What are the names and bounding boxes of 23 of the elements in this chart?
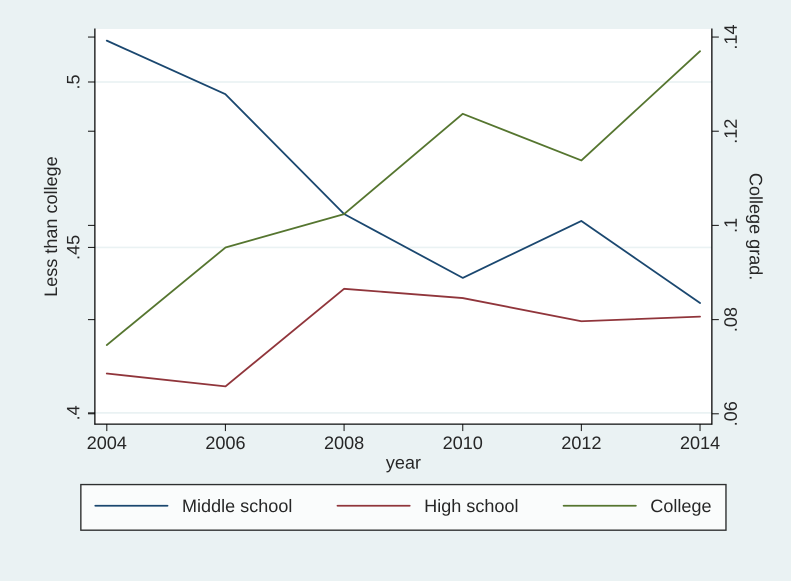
x-tick-label: 2004 [88,436,126,450]
x-tick-label: 2006 [206,436,245,450]
legend-label: High school [426,498,518,516]
x-tick-label: 2010 [444,436,482,450]
line-series [106,50,701,346]
y2-tick-label: .12 [724,120,737,142]
y-axis-title: Less than college [44,157,61,296]
y-tick-label: .4 [66,406,80,419]
legend-label: College [651,498,711,516]
line-series [106,288,701,388]
x-tick-label: 2014 [680,436,720,450]
line-series [106,40,701,304]
y-tick-label: .5 [66,75,80,88]
y2-tick-label: .14 [724,25,737,48]
y2-tick-label: .06 [724,402,737,425]
y2-axis-title: College grad. [746,174,763,279]
x-tick-label: 2012 [562,436,601,450]
y-tick-label: .45 [66,236,80,258]
y2-tick-label: .1 [724,218,737,232]
x-tick-label: 2008 [324,436,364,450]
x-axis-title: year [386,458,421,472]
legend-label: Middle school [183,498,292,512]
y2-tick-label: .08 [724,308,737,330]
